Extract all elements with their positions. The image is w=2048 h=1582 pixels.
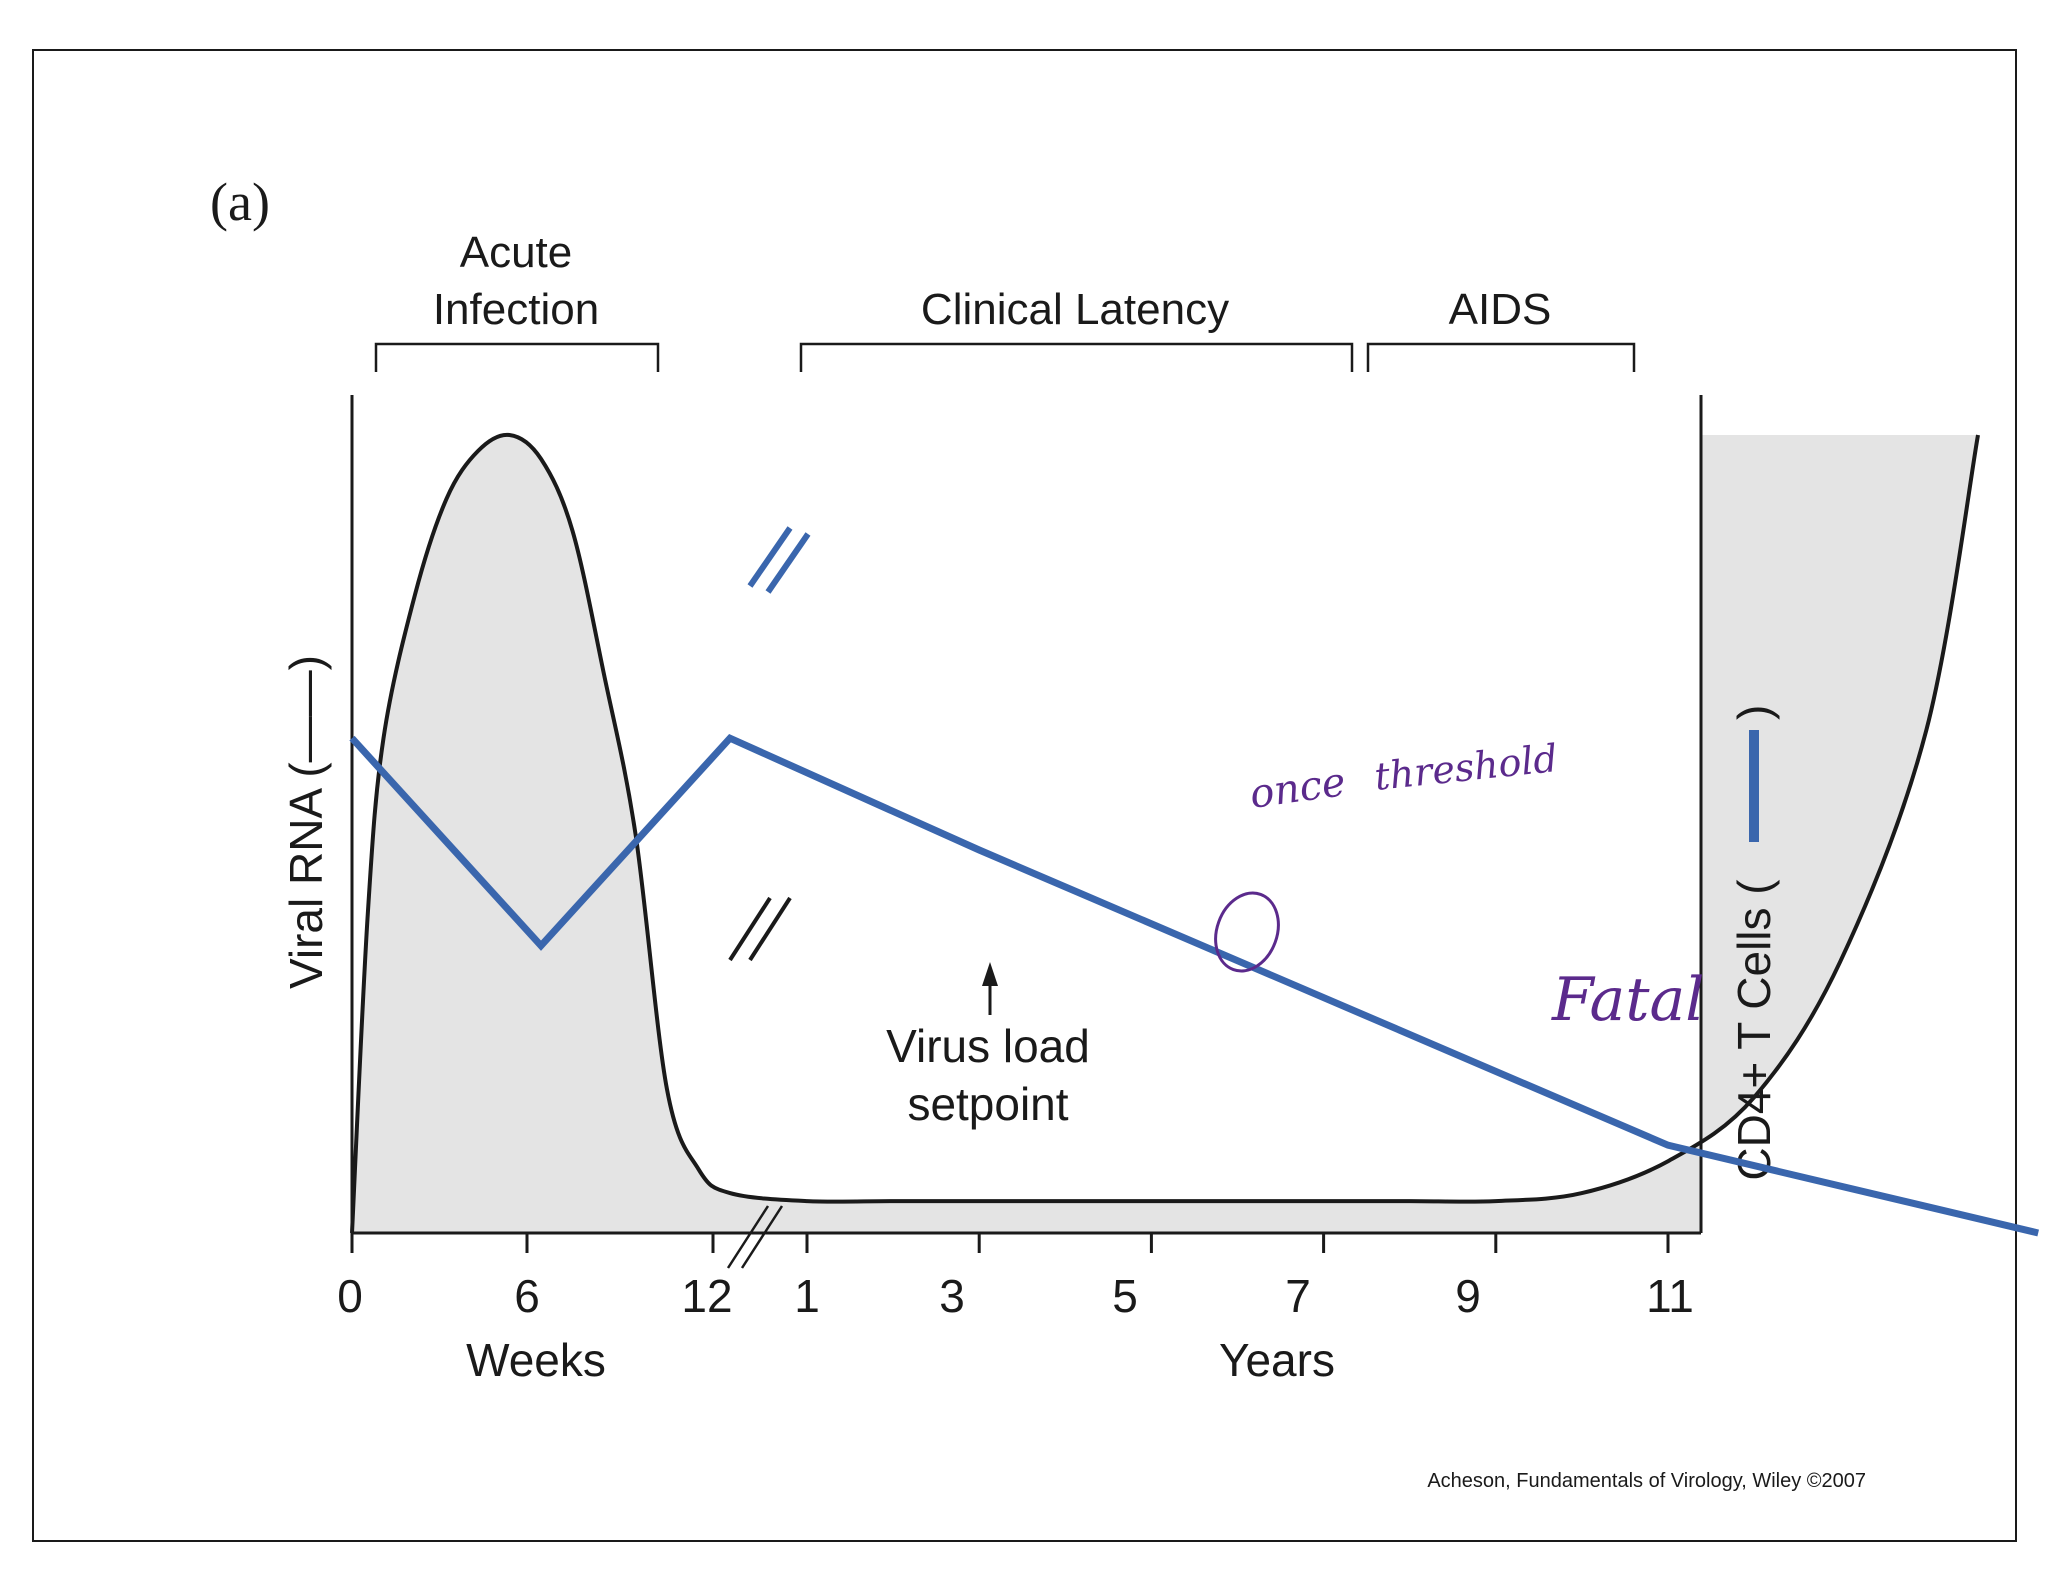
phase-bracket-aids bbox=[1366, 342, 1636, 372]
phase-bracket-latency bbox=[799, 342, 1354, 372]
setpoint-arrow bbox=[982, 962, 998, 1015]
phase-label-aids: AIDS bbox=[1449, 285, 1552, 334]
cd4-series-break bbox=[747, 526, 811, 594]
series-line-cd4 bbox=[349, 733, 2040, 1237]
y-axis-label-cd4-close: ) bbox=[1728, 705, 1780, 720]
handwritten-note-fatal: Fatal bbox=[1551, 965, 1704, 1035]
x-tick-label-year-5: 5 bbox=[1112, 1270, 1138, 1322]
annotation-setpoint-line1: Virus load bbox=[886, 1020, 1090, 1072]
x-tick-label-year-11: 11 bbox=[1646, 1270, 1694, 1322]
viral-rna-area bbox=[352, 434, 1978, 1233]
panel-label: (a) bbox=[210, 172, 270, 232]
handwritten-note-once: once bbox=[1247, 759, 1348, 818]
phase-bracket-acute bbox=[374, 342, 660, 372]
figure-frame bbox=[32, 49, 2017, 1542]
x-axis-break bbox=[726, 1205, 784, 1269]
x-tick-label-week-0: 0 bbox=[337, 1270, 363, 1322]
x-axis-label-years: Years bbox=[1219, 1334, 1335, 1386]
handwritten-note-threshold: threshold bbox=[1372, 736, 1559, 799]
y-axis-label-viral-rna: Viral RNA (——) bbox=[280, 655, 332, 989]
x-tick-label-year-1: 1 bbox=[794, 1270, 820, 1322]
x-tick-label-week-12: 12 bbox=[681, 1270, 732, 1322]
x-tick-label-year-3: 3 bbox=[939, 1270, 965, 1322]
y-axis-label-cd4: CD4+ T Cells ( ) bbox=[1728, 705, 1780, 1181]
handwritten-circle bbox=[1214, 891, 1280, 973]
phase-label-acute-line2: Infection bbox=[433, 285, 599, 334]
x-tick-label-week-6: 6 bbox=[514, 1270, 540, 1322]
x-tick-label-year-9: 9 bbox=[1455, 1270, 1481, 1322]
x-tick-marks bbox=[350, 1233, 1670, 1253]
y-axis-label-cd4-text: CD4+ T Cells ( bbox=[1728, 879, 1780, 1181]
x-axis-label-weeks: Weeks bbox=[466, 1334, 606, 1386]
citation: Acheson, Fundamentals of Virology, Wiley… bbox=[1427, 1470, 1866, 1492]
phase-label-latency: Clinical Latency bbox=[921, 285, 1229, 334]
rna-series-break bbox=[728, 896, 792, 962]
phase-label-acute-line1: Acute bbox=[460, 228, 573, 277]
x-tick-label-year-7: 7 bbox=[1285, 1270, 1311, 1322]
annotation-setpoint-line2: setpoint bbox=[907, 1078, 1068, 1130]
